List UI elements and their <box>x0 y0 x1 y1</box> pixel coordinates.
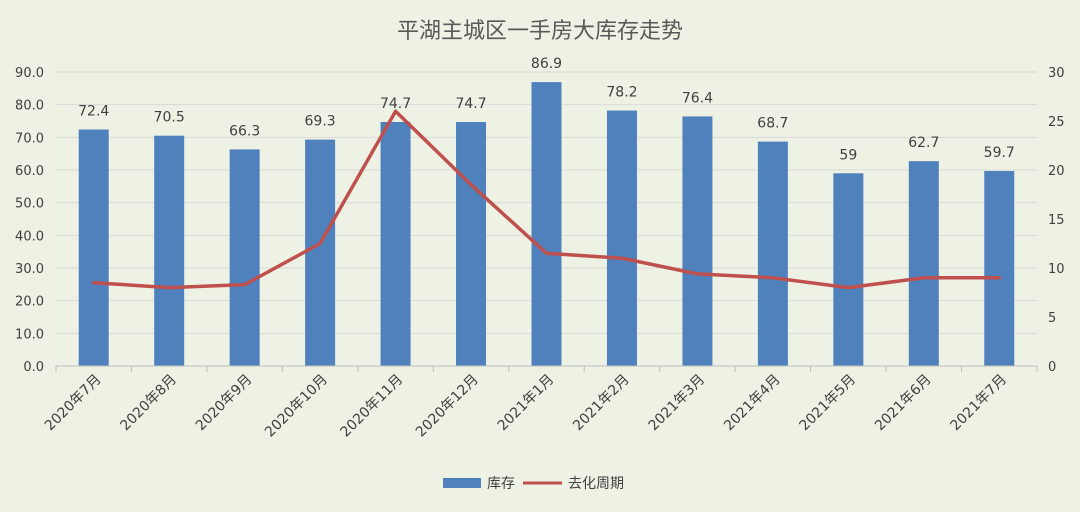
bar-data-label: 86.9 <box>531 56 562 72</box>
x-tick-label: 2021年5月 <box>797 372 860 435</box>
left-axis: 0.0 10.0 20.0 30.0 40.0 50.0 60.0 70.0 80.0 90.0 <box>15 66 44 375</box>
right-tick-label: 25 <box>1048 115 1065 130</box>
bar <box>984 170 1015 366</box>
x-tick-label: 2020年9月 <box>193 372 256 435</box>
x-tick-label: 2020年12月 <box>413 372 482 441</box>
bar <box>908 161 939 366</box>
line-point <box>997 276 1001 280</box>
left-tick-label: 10.0 <box>15 327 44 342</box>
bars-group: 72.4 70.5 66.3 69.3 74.7 74.7 86.9 78.2 76.4 68.7… <box>78 56 1015 367</box>
bar-data-label: 74.7 <box>380 96 411 112</box>
line-point <box>620 256 624 260</box>
x-tick-label: 2021年6月 <box>872 372 935 435</box>
x-tick-label: 2020年7月 <box>42 372 105 435</box>
line-point <box>922 276 926 280</box>
left-tick-label: 0.0 <box>23 360 44 375</box>
x-tick-label: 2021年4月 <box>721 372 784 435</box>
right-axis: 0 5 10 15 20 25 30 <box>1048 66 1065 375</box>
left-tick-label: 30.0 <box>15 262 44 277</box>
x-tick-label: 2021年3月 <box>646 372 709 435</box>
left-tick-label: 50.0 <box>15 197 44 212</box>
x-axis: 2020年7月 2020年8月 2020年9月 2020年10月 2020年11月 202… <box>42 365 1038 441</box>
bar <box>531 82 562 367</box>
line-point <box>469 183 473 187</box>
line-point <box>545 251 548 255</box>
bar-data-label: 69.3 <box>305 114 336 130</box>
line-point <box>318 242 322 245</box>
right-tick-label: 15 <box>1048 213 1065 228</box>
line-point <box>394 109 398 113</box>
bar <box>833 173 864 366</box>
x-tick-label: 2021年7月 <box>947 372 1010 435</box>
bar <box>305 139 336 366</box>
bar <box>456 121 487 366</box>
line-point <box>695 272 699 276</box>
bar-data-label: 66.3 <box>229 123 260 139</box>
line-point <box>771 276 775 280</box>
bar-data-label: 74.7 <box>455 96 486 112</box>
line-point <box>92 281 96 285</box>
bar <box>606 110 637 367</box>
bar <box>229 149 260 366</box>
bar-data-label: 78.2 <box>606 85 637 101</box>
right-tick-label: 10 <box>1048 262 1065 277</box>
right-tick-label: 30 <box>1048 66 1065 81</box>
chart-title: 平湖主城区一手房大库存走势 <box>397 19 683 44</box>
line-point <box>167 286 171 290</box>
line-point <box>846 286 850 290</box>
x-tick-label: 2021年1月 <box>495 372 558 435</box>
line-group <box>91 109 1002 290</box>
left-tick-label: 20.0 <box>15 295 44 310</box>
x-tick-label: 2020年11月 <box>337 372 406 441</box>
bar <box>78 129 109 366</box>
bar <box>380 121 411 366</box>
left-tick-label: 60.0 <box>15 164 44 179</box>
bar-data-label: 59.7 <box>984 145 1015 161</box>
bar <box>682 116 713 366</box>
x-tick-label: 2020年10月 <box>262 372 331 441</box>
bar-data-label: 76.4 <box>682 90 713 106</box>
x-tick-label: 2021年2月 <box>570 372 633 435</box>
bar-data-label: 70.5 <box>154 110 185 126</box>
right-tick-label: 20 <box>1048 164 1065 179</box>
bar <box>757 141 788 366</box>
right-tick-label: 5 <box>1048 311 1056 326</box>
left-tick-label: 90.0 <box>15 66 44 81</box>
x-tick-label: 2020年8月 <box>117 372 180 435</box>
legend-label-inventory: 库存 <box>487 476 515 492</box>
left-tick-label: 80.0 <box>15 99 44 114</box>
left-tick-label: 70.0 <box>15 131 44 146</box>
left-tick-label: 40.0 <box>15 229 44 244</box>
legend: 库存 去化周期 <box>443 476 624 492</box>
right-tick-label: 0 <box>1048 360 1056 375</box>
line-point <box>243 283 247 287</box>
bar-data-label: 72.4 <box>78 103 109 119</box>
bar-data-label: 59 <box>839 147 857 163</box>
bar-data-label: 68.7 <box>757 116 788 132</box>
bar-data-label: 62.7 <box>908 135 939 151</box>
legend-label-cycle: 去化周期 <box>568 476 624 492</box>
bar <box>154 135 185 366</box>
legend-swatch-inventory <box>443 478 481 488</box>
